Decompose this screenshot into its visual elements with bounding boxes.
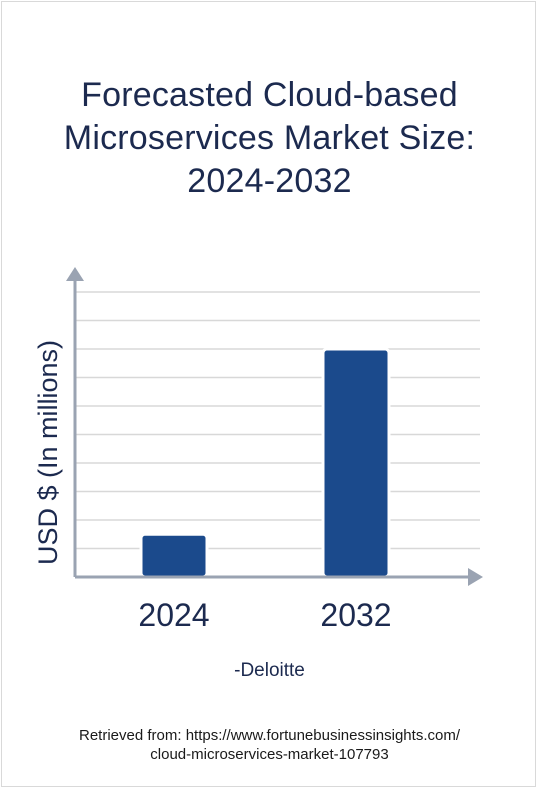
chart-title-line-2: Microservices Market Size: [63,119,476,157]
axes [66,267,483,586]
chart-title-line-1: Forecasted Cloud-based [81,76,458,114]
grid-lines [75,291,480,550]
retrieved-line-1: Retrieved from: https://www.fortunebusin… [79,727,460,744]
x-tick-label: 2024 [138,597,209,633]
x-tick-label: 2032 [320,597,391,633]
chart-title-line-3: 2024-2032 [187,162,352,200]
source-note: -Deloitte [234,660,305,681]
y-axis-arrow [66,267,84,281]
retrieved-line-2: cloud-microservices-market-107793 [150,746,389,763]
tick-labels: 2024 2032 USD $ (In millions) [33,340,392,633]
bar-chart: 2024 2032 USD $ (In millions) [33,267,483,633]
x-axis-arrow [468,568,483,586]
bar-2032 [321,347,391,579]
retrieved-from-note: Retrieved from: https://www.fortunebusin… [0,726,539,764]
chart-title: Forecasted Cloud-based Microservices Mar… [0,74,539,203]
y-axis-label: USD $ (In millions) [33,340,63,565]
bar-2024 [139,532,209,579]
